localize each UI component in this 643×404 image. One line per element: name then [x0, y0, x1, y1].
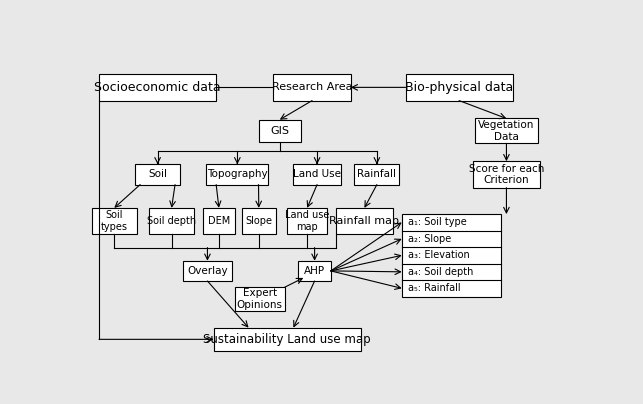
Text: Socioeconomic data: Socioeconomic data — [95, 81, 221, 94]
Text: Rainfall: Rainfall — [358, 169, 396, 179]
FancyBboxPatch shape — [183, 261, 232, 281]
Text: Score for each
Criterion: Score for each Criterion — [469, 164, 544, 185]
Text: Land use
map: Land use map — [285, 210, 329, 232]
Text: GIS: GIS — [270, 126, 289, 136]
FancyBboxPatch shape — [298, 261, 331, 281]
FancyBboxPatch shape — [99, 74, 216, 101]
Text: a₂: Slope: a₂: Slope — [408, 234, 451, 244]
Text: Vegetation
Data: Vegetation Data — [478, 120, 534, 142]
FancyBboxPatch shape — [287, 208, 327, 234]
FancyBboxPatch shape — [354, 164, 399, 185]
Text: a₃: Elevation: a₃: Elevation — [408, 250, 469, 260]
Text: Soil
types: Soil types — [101, 210, 128, 232]
Text: Topography: Topography — [207, 169, 267, 179]
Text: a₄: Soil depth: a₄: Soil depth — [408, 267, 473, 277]
FancyBboxPatch shape — [203, 208, 235, 234]
Text: Overlay: Overlay — [187, 266, 228, 276]
Text: a₁: Soil type: a₁: Soil type — [408, 217, 467, 227]
FancyBboxPatch shape — [406, 74, 512, 101]
FancyBboxPatch shape — [213, 328, 361, 351]
FancyBboxPatch shape — [235, 287, 285, 311]
FancyBboxPatch shape — [473, 161, 540, 188]
Text: AHP: AHP — [304, 266, 325, 276]
FancyBboxPatch shape — [135, 164, 180, 185]
FancyBboxPatch shape — [92, 208, 137, 234]
FancyBboxPatch shape — [206, 164, 269, 185]
Text: Slope: Slope — [245, 216, 272, 226]
Text: Rainfall map: Rainfall map — [329, 216, 399, 226]
FancyBboxPatch shape — [242, 208, 276, 234]
FancyBboxPatch shape — [336, 208, 393, 234]
FancyBboxPatch shape — [402, 214, 502, 297]
Text: Soil: Soil — [148, 169, 167, 179]
Text: Sustainability Land use map: Sustainability Land use map — [203, 333, 371, 346]
Text: Research Area: Research Area — [272, 82, 352, 93]
Text: DEM: DEM — [208, 216, 230, 226]
Text: Land Use: Land Use — [293, 169, 341, 179]
FancyBboxPatch shape — [293, 164, 341, 185]
Text: Soil depth: Soil depth — [147, 216, 196, 226]
FancyBboxPatch shape — [258, 120, 301, 142]
Text: Bio-physical data: Bio-physical data — [405, 81, 513, 94]
FancyBboxPatch shape — [149, 208, 194, 234]
Text: a₅: Rainfall: a₅: Rainfall — [408, 283, 460, 293]
FancyBboxPatch shape — [475, 118, 538, 143]
Text: Expert
Opinions: Expert Opinions — [237, 288, 283, 310]
FancyBboxPatch shape — [273, 74, 350, 101]
